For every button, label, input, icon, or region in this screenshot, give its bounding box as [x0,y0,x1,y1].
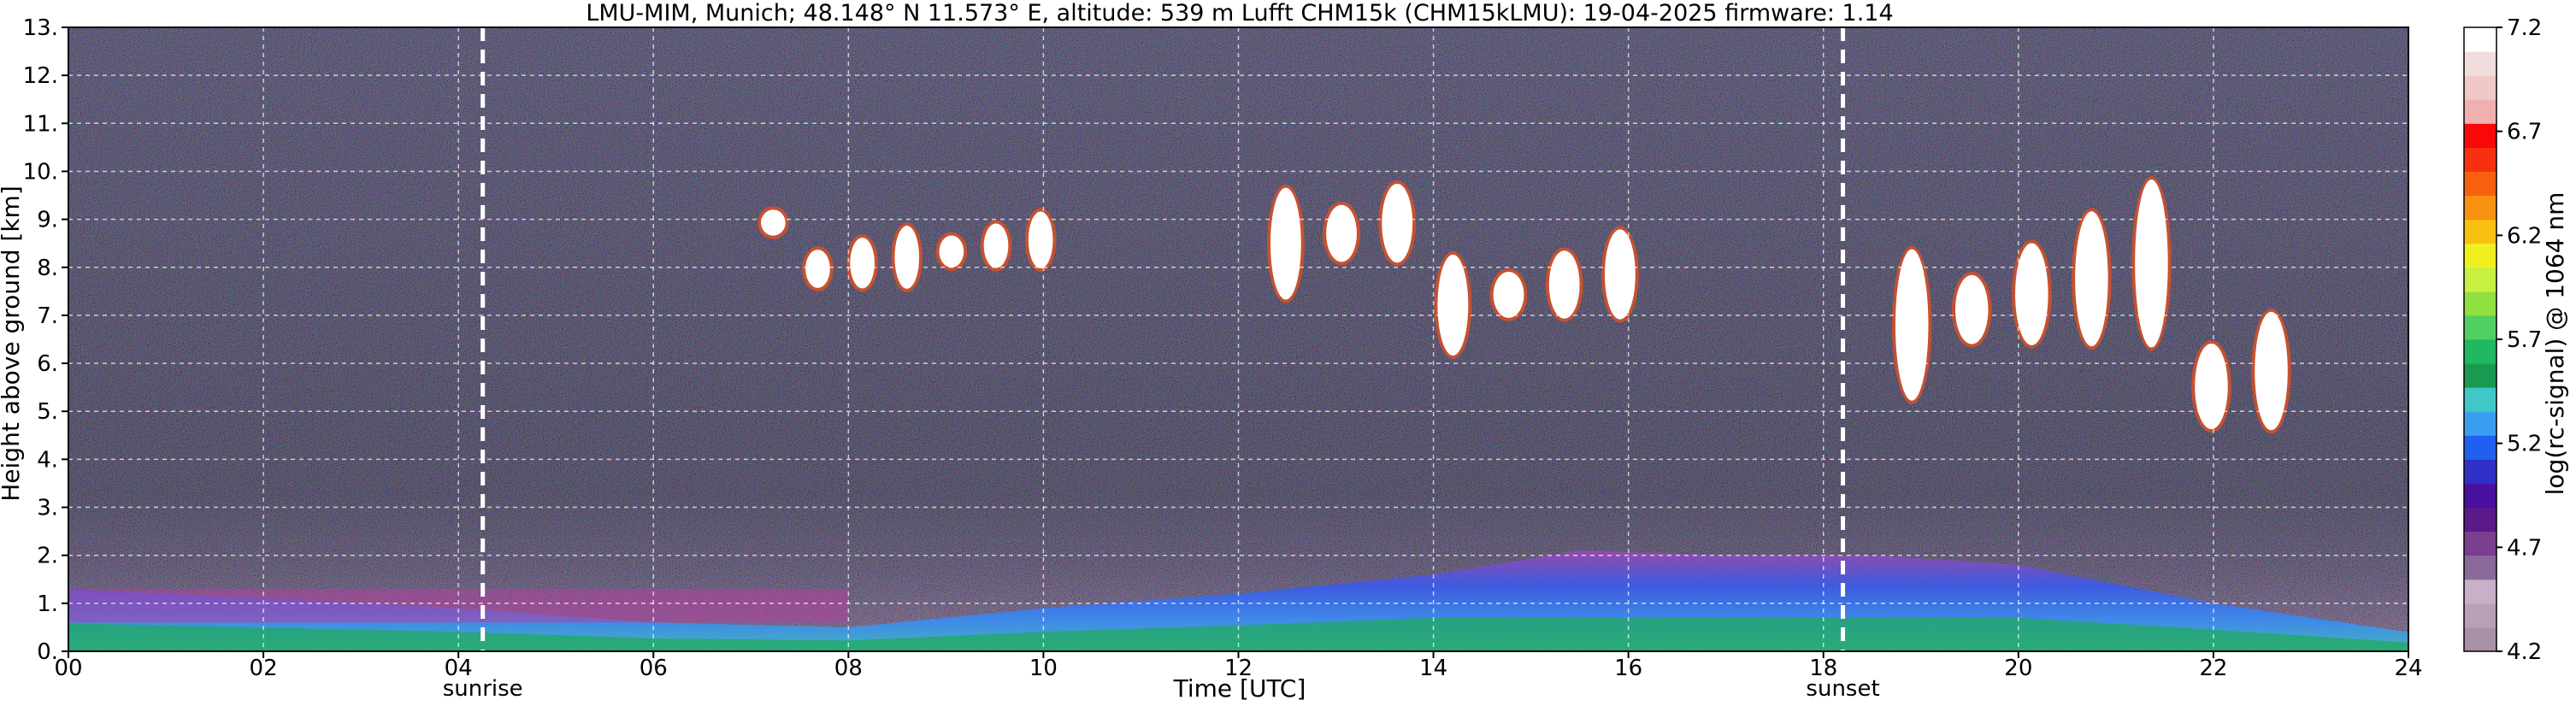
cloud-core [1604,229,1636,320]
cloud-core [2255,311,2288,431]
y-tick-label: 1. [37,591,58,617]
y-axis: 0. 1. 2. 3. 4. 5. 6. 7. 8. 9. 10. 11. 12. 13. [23,15,68,665]
colorbar-segment [2464,579,2496,604]
y-tick-label: 12. [23,63,58,89]
cloud-core [761,209,786,236]
colorbar-segment [2464,171,2496,197]
x-tick-label: 20 [2004,656,2032,681]
colorbar-segment [2464,507,2496,532]
colorbar-segment [2464,291,2496,316]
cloud-core [1548,250,1580,319]
sun-markers: sunrise sunset [443,27,1880,702]
sun-marker-label: sunrise [443,676,523,702]
cloud-core [894,226,920,289]
cloud-core [2075,211,2108,347]
colorbar-segment [2464,267,2496,292]
cloud-core [850,238,875,289]
x-tick-label: 24 [2394,656,2422,681]
cloud-core [805,250,830,288]
x-tick-label: 12 [1224,656,1253,681]
y-tick-label: 10. [23,159,58,185]
colorbar-segment [2464,243,2496,268]
colorbar-segment [2464,27,2496,52]
x-tick-label: 06 [640,656,668,681]
colorbar-segment [2464,627,2496,652]
colorbar-segment [2464,531,2496,556]
x-tick-label: 08 [834,656,863,681]
colorbar-segment [2464,555,2496,580]
y-tick-label: 7. [37,303,58,329]
cloud-core [939,235,964,268]
colorbar-segment [2464,363,2496,388]
y-tick-label: 4. [37,447,58,473]
sun-marker-label: sunset [1806,676,1879,702]
colorbar-segment [2464,123,2496,148]
x-axis: 00 02 04 06 08 10 12 14 16 18 20 22 24 [54,651,2423,681]
y-tick-label: 8. [37,256,58,281]
y-tick-label: 6. [37,351,58,377]
colorbar-segment [2464,435,2496,460]
colorbar-segment [2464,387,2496,412]
x-tick-label: 04 [445,656,473,681]
y-tick-label: 9. [37,208,58,233]
colorbar-tick-label: 6.7 [2507,120,2542,145]
cloud-core [2135,179,2168,348]
cloud-core [2015,243,2048,345]
colorbar-tick-label: 7.2 [2507,15,2542,41]
y-tick-label: 2. [37,544,58,569]
cloud-core [1270,187,1301,300]
colorbar-segment [2464,411,2496,436]
colorbar-segment [2464,75,2496,100]
cloud-core [1493,272,1524,318]
y-tick-label: 5. [37,399,58,425]
cloud-core [2195,343,2228,430]
colorbar-tick-label: 4.7 [2507,535,2542,561]
x-tick-label: 00 [54,656,82,681]
colorbar-segment [2464,147,2496,172]
cloud-core [983,223,1009,268]
colorbar-segment [2464,315,2496,340]
colorbar-segment [2464,459,2496,484]
colorbar-tick-label: 5.7 [2507,327,2542,353]
y-tick-label: 3. [37,496,58,521]
cloud-core [1895,249,1929,401]
y-tick-label: 11. [23,111,58,137]
cloud-core [1954,274,1989,344]
colorbar-segment [2464,603,2496,628]
x-tick-label: 14 [1419,656,1447,681]
x-tick-label: 16 [1614,656,1642,681]
cloud-core [1028,211,1053,268]
colorbar-segment [2464,195,2496,221]
y-tick-label: 13. [23,15,58,41]
x-tick-label: 22 [2199,656,2227,681]
colorbar-segment [2464,99,2496,124]
x-tick-label: 02 [250,656,278,681]
colorbar-segment [2464,51,2496,76]
cloud-core [1326,204,1357,262]
cloud-core [1437,254,1469,356]
chart-title: LMU-MIM, Munich; 48.148° N 11.573° E, al… [586,0,1893,26]
colorbar-segment [2464,339,2496,364]
x-tick-label: 10 [1029,656,1058,681]
colorbar-tick-label: 6.2 [2507,223,2542,249]
x-tick-label: 18 [1809,656,1837,681]
colorbar-label: log(rc-signal) @ 1064 nm [2541,192,2569,496]
colorbar-tick-label: 4.2 [2507,639,2542,665]
colorbar: 4.2 4.7 5.2 5.7 6.2 6.7 7.2 [2463,15,2542,665]
x-axis-label: Time [UTC] [1173,674,1306,703]
colorbar-tick-label: 5.2 [2507,432,2542,457]
colorbar-segment [2464,219,2496,244]
y-tick-label: 0. [37,639,58,665]
colorbar-segment [2464,483,2496,509]
y-axis-label: Height above ground [km] [0,185,25,502]
cloud-core [1382,183,1413,263]
